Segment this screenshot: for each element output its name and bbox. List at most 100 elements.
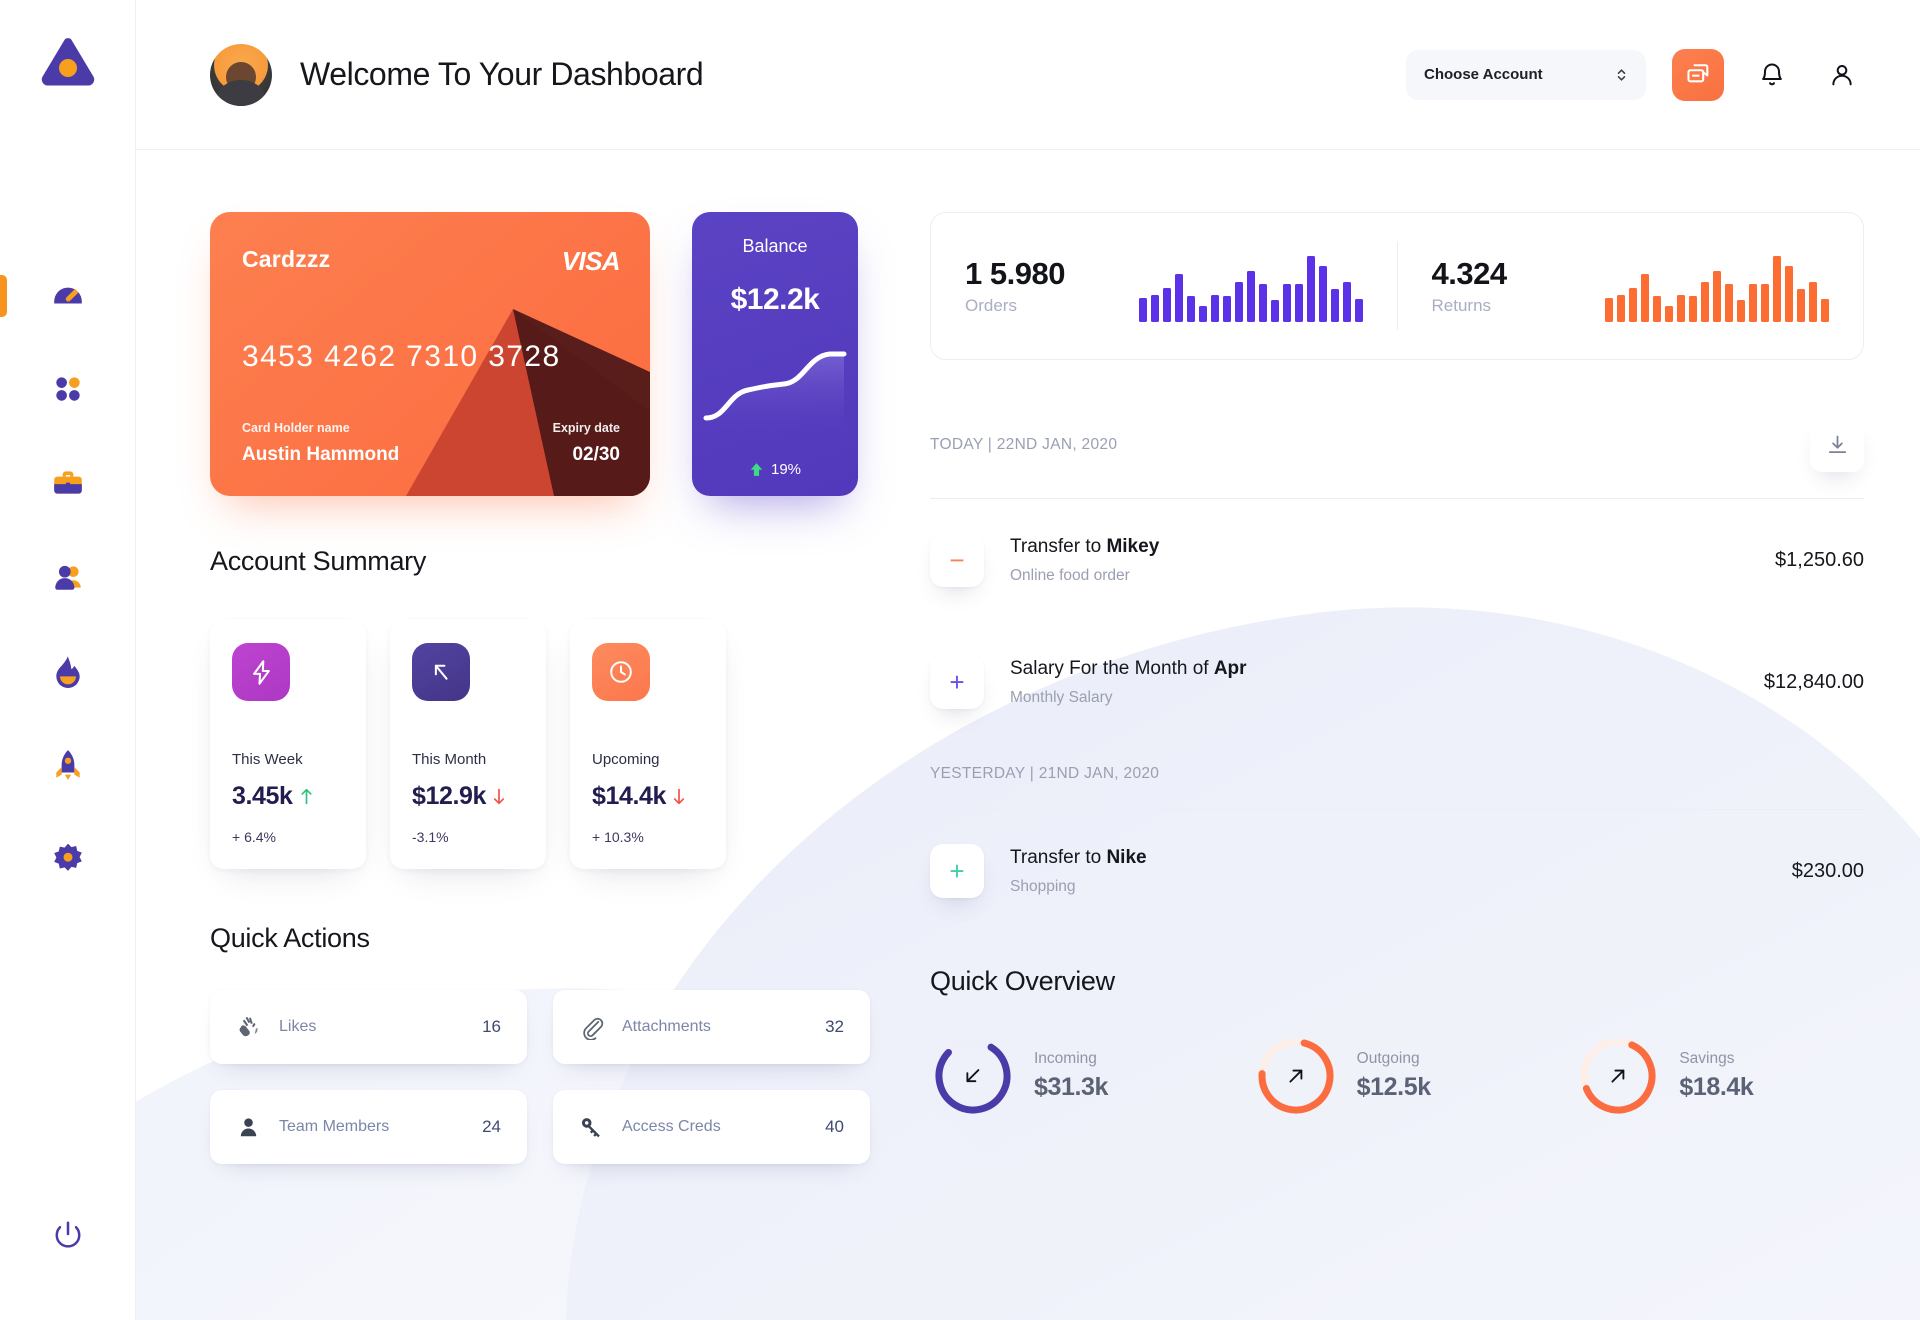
profile-button[interactable]: [1820, 53, 1864, 97]
app-logo[interactable]: [40, 36, 96, 93]
transactions-date-label: YESTERDAY | 21ND JAN, 2020: [930, 765, 1160, 782]
bar: [1318, 266, 1327, 322]
rocket-icon: [55, 750, 80, 780]
transaction-sign: +: [949, 666, 965, 697]
stat-orders-value: 1 5.980: [965, 256, 1065, 291]
overview-label: Incoming: [1034, 1050, 1097, 1067]
transactions-date-label: TODAY | 22ND JAN, 2020: [930, 436, 1118, 453]
lightning-icon: [252, 659, 270, 685]
transactions-header-today: TODAY | 22ND JAN, 2020: [930, 418, 1864, 472]
bar: [1677, 294, 1685, 322]
bar: [1174, 274, 1183, 322]
transaction-title-prefix: Transfer to: [1010, 535, 1107, 557]
balance-card[interactable]: Balance $12.2k: [692, 212, 858, 496]
lightning-icon-badge: [232, 643, 290, 701]
summary-card-this-week[interactable]: This Week 3.45k + 6.4%: [210, 619, 366, 869]
transaction-title-strong: Nike: [1106, 846, 1147, 868]
quick-action-team-members[interactable]: Team Members 24: [210, 1090, 527, 1164]
bar: [1282, 284, 1291, 322]
trend-up-icon: [300, 788, 312, 805]
bar: [1294, 284, 1303, 322]
bar: [1234, 282, 1243, 322]
card-expiry-value: 02/30: [572, 444, 620, 465]
notifications-button[interactable]: [1750, 53, 1794, 97]
account-select[interactable]: Choose Account: [1406, 49, 1646, 100]
sidebar-nav: [0, 273, 135, 881]
balance-delta-value: 19%: [770, 461, 802, 478]
sidebar-item-projects[interactable]: [0, 461, 135, 505]
bar: [1258, 283, 1267, 322]
sidebar-item-dashboard[interactable]: [0, 273, 135, 317]
key-icon: [581, 1117, 600, 1137]
transaction-title-prefix: Transfer to: [1010, 846, 1107, 868]
quick-action-access-creds[interactable]: Access Creds 40: [553, 1090, 870, 1164]
download-icon: [1828, 435, 1846, 453]
quick-action-count: 40: [825, 1117, 844, 1136]
stat-returns-value: 4.324: [1431, 256, 1508, 291]
paperclip-icon: [583, 1017, 604, 1040]
sidebar-item-team[interactable]: [0, 555, 135, 599]
arrow-down-left-icon: [966, 1069, 980, 1083]
user-avatar[interactable]: [210, 43, 272, 106]
right-column: 1 5.980 Orders 4.324 Returns: [930, 212, 1864, 1320]
table-row[interactable]: − Transfer to Mikey Online food order $1…: [930, 499, 1864, 621]
bar: [1773, 256, 1781, 322]
table-row[interactable]: + Transfer to Nike Shopping $230.00: [930, 810, 1864, 932]
overview-item-outgoing[interactable]: Outgoing $12.5k: [1253, 1033, 1542, 1119]
summary-card-upcoming[interactable]: Upcoming $14.4k + 10.3%: [570, 619, 726, 869]
header-actions: Choose Account: [1406, 48, 1864, 101]
logout-button[interactable]: [53, 1219, 83, 1254]
bar: [1737, 299, 1745, 322]
trend-down-icon: [673, 788, 685, 805]
bar: [1653, 295, 1661, 322]
credit-card[interactable]: Cardzzz VISA 3453 4262 7310 3728 Card Ho…: [210, 212, 650, 496]
bar: [1605, 298, 1613, 322]
overview-item-incoming[interactable]: Incoming $31.3k: [930, 1033, 1219, 1119]
content-area: Cardzzz VISA 3453 4262 7310 3728 Card Ho…: [136, 150, 1920, 1320]
overview-label: Savings: [1679, 1050, 1735, 1067]
transaction-amount: $230.00: [1791, 859, 1864, 882]
summary-value-row: $14.4k: [592, 782, 704, 811]
quick-action-label: Access Creds: [622, 1118, 721, 1135]
download-button[interactable]: [1810, 418, 1864, 472]
quick-action-attachments[interactable]: Attachments 32: [553, 990, 870, 1064]
transaction-subtitle: Monthly Salary: [1010, 688, 1113, 706]
arrow-up-right-icon: [1611, 1069, 1625, 1083]
quick-actions-section: Quick Actions Likes: [210, 923, 870, 1164]
account-summary-section: Account Summary This Week 3.45k: [210, 546, 870, 869]
quick-action-likes[interactable]: Likes 16: [210, 990, 527, 1064]
transactions-section: TODAY | 22ND JAN, 2020 − T: [930, 418, 1864, 932]
arrow-up-left-icon-badge: [412, 643, 470, 701]
table-row[interactable]: + Salary For the Month of Apr Monthly Sa…: [930, 621, 1864, 743]
sidebar-item-settings[interactable]: [0, 837, 135, 881]
speedometer-icon: [53, 287, 82, 304]
sidebar-item-launch[interactable]: [0, 743, 135, 787]
overview-item-savings[interactable]: Savings $18.4k: [1575, 1033, 1864, 1119]
card-expiry-block: Expiry date 02/30: [553, 421, 620, 466]
summary-label: Upcoming: [592, 751, 660, 768]
logo-triangle-icon: [41, 38, 94, 86]
transaction-subtitle: Online food order: [1010, 566, 1130, 584]
messages-button[interactable]: [1672, 48, 1724, 101]
bell-icon: [1762, 63, 1782, 85]
transaction-sign-badge: +: [930, 655, 984, 709]
bar: [1809, 282, 1817, 322]
account-summary-title: Account Summary: [210, 546, 427, 576]
incoming-ring: [930, 1033, 1016, 1119]
power-icon: [55, 1221, 80, 1248]
user-icon: [1832, 64, 1852, 85]
bar: [1761, 284, 1769, 322]
savings-ring: [1575, 1033, 1661, 1119]
sidebar-item-apps[interactable]: [0, 367, 135, 411]
sidebar-item-trending[interactable]: [0, 649, 135, 693]
summary-card-this-month[interactable]: This Month $12.9k -3.1%: [390, 619, 546, 869]
bar: [1665, 306, 1673, 322]
bar: [1797, 289, 1805, 322]
summary-value: 3.45k: [232, 782, 293, 810]
avatar-body: [214, 79, 268, 106]
card-holder-name: Austin Hammond: [242, 444, 400, 465]
bar: [1713, 270, 1721, 322]
quick-actions-title: Quick Actions: [210, 923, 370, 953]
transaction-sign-badge: −: [930, 533, 984, 587]
bar: [1701, 282, 1709, 322]
